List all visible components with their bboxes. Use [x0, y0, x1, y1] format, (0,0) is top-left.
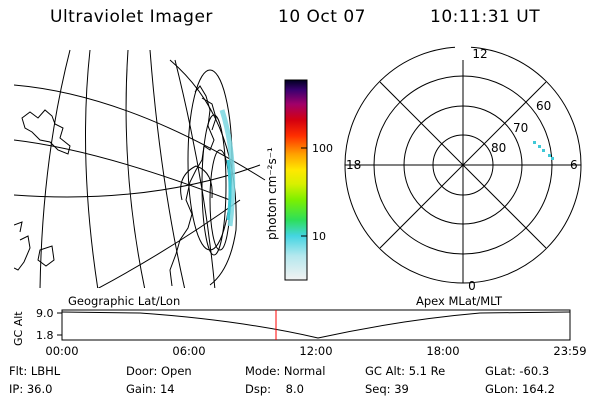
filter-value: Flt: LBHL: [9, 364, 61, 378]
ip-value: IP: 36.0: [9, 382, 53, 396]
aurora-points: [533, 141, 554, 160]
mlt-label-12: 12: [472, 47, 487, 61]
gain-value: Gain: 14: [126, 382, 175, 396]
mlt-label-18: 18: [346, 158, 361, 172]
colorbar-label: photon cm⁻²s⁻¹: [265, 147, 279, 240]
y-tick-1-8: 1.8: [36, 329, 54, 342]
mode-value: Mode: Normal: [245, 364, 326, 378]
x-tick-1800: 18:00: [426, 344, 459, 358]
x-tick-0600: 06:00: [172, 344, 205, 358]
y-axis-label: GC Alt: [12, 311, 25, 346]
mlt-label-6: 6: [570, 158, 578, 172]
instrument-title: Ultraviolet Imager: [50, 7, 213, 27]
x-tick-1200: 12:00: [299, 344, 332, 358]
y-tick-9: 9.0: [36, 307, 54, 320]
apex-mlat-mlt-label: Apex MLat/MLT: [416, 294, 503, 308]
time-label: 10:11:31 UT: [430, 7, 541, 27]
dsp-value: Dsp: 8.0: [245, 382, 304, 396]
date-label: 10 Oct 07: [278, 7, 366, 27]
gc-alt-value: GC Alt: 5.1 Re: [365, 364, 446, 378]
lat-label-70: 70: [513, 121, 528, 135]
colorbar-tick-100: 100: [312, 142, 333, 155]
mlt-label-0: 0: [468, 279, 476, 293]
geographic-latlon-label: Geographic Lat/Lon: [68, 294, 181, 308]
door-value: Door: Open: [126, 364, 192, 378]
x-tick-2359: 23:59: [553, 344, 586, 358]
colorbar-tick-10: 10: [312, 230, 326, 243]
glon-value: GLon: 164.2: [485, 382, 555, 396]
colorbar-gradient: [284, 79, 308, 281]
lat-label-80: 80: [491, 141, 506, 155]
x-tick-0000: 00:00: [45, 344, 78, 358]
seq-value: Seq: 39: [365, 382, 409, 396]
lat-label-60: 60: [536, 99, 551, 113]
glat-value: GLat: -60.3: [485, 364, 550, 378]
